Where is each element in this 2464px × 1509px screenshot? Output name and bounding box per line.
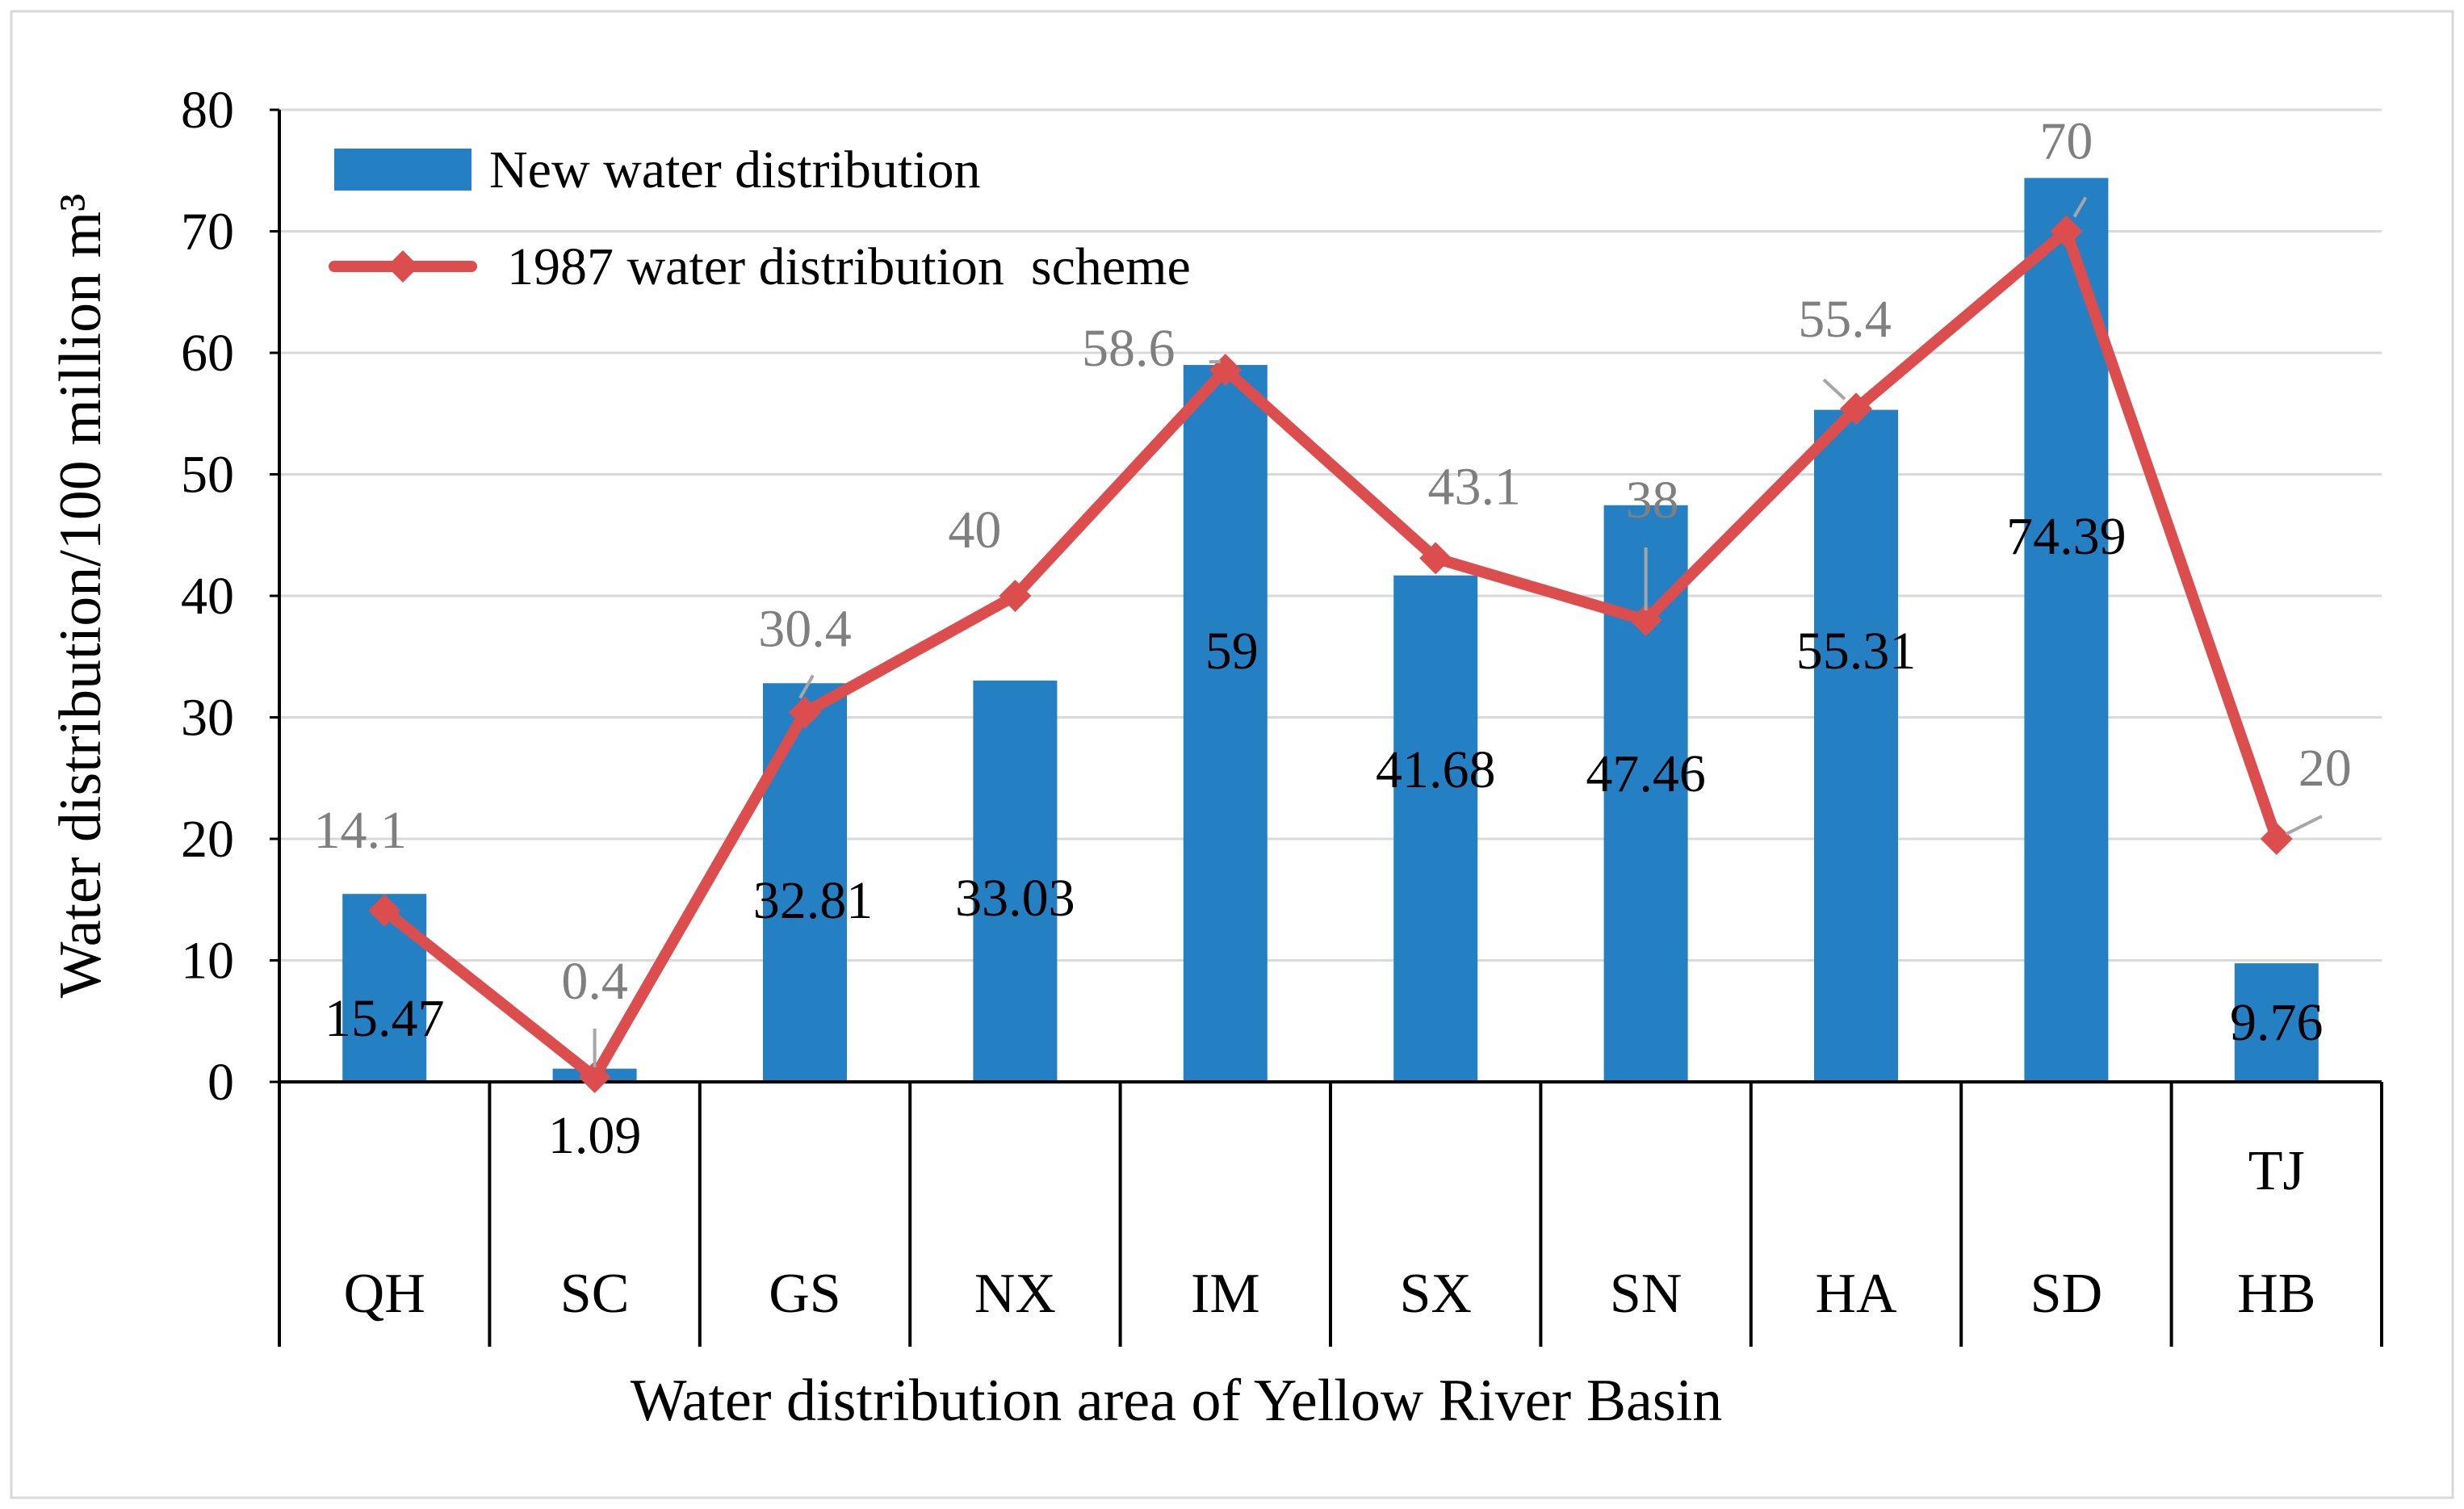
x-tick-label: GS — [769, 1263, 840, 1325]
line-value-label: 40 — [948, 501, 1001, 560]
y-axis-title: Water distribution/100 million m³ — [48, 194, 114, 999]
bar-value-label: 9.76 — [2230, 993, 2324, 1052]
y-tick-label: 60 — [181, 324, 234, 383]
bar-ha — [1814, 409, 1898, 1083]
line-marker-sd — [2050, 215, 2083, 248]
line-marker-sc — [578, 1060, 611, 1093]
label-leader-line — [1822, 378, 1846, 400]
line-marker-ha — [1840, 392, 1872, 425]
bar-value-label: 1.09 — [548, 1106, 642, 1165]
bar-nx — [973, 680, 1058, 1082]
x-tick-label: SX — [1399, 1263, 1471, 1325]
line-value-label: 30.4 — [758, 599, 852, 658]
bar-value-label: 15.47 — [325, 989, 445, 1048]
bar-value-label: 55.31 — [1796, 622, 1917, 681]
x-tick-label: HB — [2237, 1263, 2315, 1325]
line-marker-nx — [999, 580, 1032, 612]
bar-value-label: 41.68 — [1376, 740, 1496, 799]
x-tick-label: HA — [1815, 1263, 1897, 1325]
legend-line-marker — [387, 250, 419, 283]
bar-value-label: 47.46 — [1586, 744, 1706, 803]
y-tick-label: 0 — [207, 1053, 234, 1112]
bar-im — [1183, 365, 1268, 1082]
line-value-label: 70 — [2039, 112, 2093, 171]
legend-bar-swatch — [334, 149, 471, 191]
line-value-label: 55.4 — [1798, 290, 1892, 349]
y-tick-label: 10 — [181, 932, 234, 991]
x-tick-label: QH — [344, 1263, 425, 1325]
line-value-label: 43.1 — [1427, 457, 1521, 516]
line-value-label: 14.1 — [313, 801, 407, 860]
bar-value-label: 32.81 — [753, 871, 874, 930]
line-value-label: 0.4 — [561, 952, 628, 1011]
y-tick-label: 80 — [181, 81, 234, 140]
x-tick-label: IM — [1191, 1263, 1260, 1325]
line-value-label: 20 — [2298, 739, 2352, 798]
y-tick-label: 70 — [181, 203, 234, 262]
x-tick-label: SN — [1610, 1263, 1682, 1325]
chart-border — [10, 10, 2454, 1499]
label-leader-line — [2072, 196, 2088, 218]
legend-bar-label: New water distribution — [489, 140, 981, 199]
bar-gs — [763, 683, 847, 1082]
bar-sx — [1393, 575, 1478, 1082]
line-value-label: 38 — [1626, 471, 1679, 530]
label-leader-line — [2285, 815, 2323, 836]
x-tick-label: NX — [974, 1263, 1056, 1325]
y-tick-label: 20 — [181, 810, 234, 869]
bar-value-label: 74.39 — [2006, 507, 2127, 566]
line-1987-scheme — [379, 225, 2282, 1083]
x-axis-title: Water distribution area of Yellow River … — [631, 1368, 1723, 1434]
bar-value-label: 33.03 — [955, 869, 1075, 928]
x-tick-extra-label: TJ — [2248, 1140, 2305, 1202]
line-marker-hb — [2260, 823, 2293, 855]
line-marker-sx — [1419, 542, 1452, 575]
line-marker-sn — [1629, 604, 1662, 637]
line-value-label: 58.6 — [1082, 319, 1175, 378]
y-tick-label: 50 — [181, 446, 234, 505]
label-leader-line — [798, 674, 815, 699]
x-tick-label: SD — [2030, 1263, 2102, 1325]
line-marker-qh — [368, 894, 401, 927]
y-tick-label: 40 — [181, 567, 234, 626]
y-tick-label: 30 — [181, 689, 234, 748]
bar-hb — [2234, 963, 2319, 1082]
legend-line-label: 1987 water distribution scheme — [507, 237, 1191, 296]
line-marker-gs — [789, 696, 821, 729]
bar-value-label: 59 — [1205, 622, 1259, 681]
x-tick-label: SC — [560, 1263, 630, 1325]
